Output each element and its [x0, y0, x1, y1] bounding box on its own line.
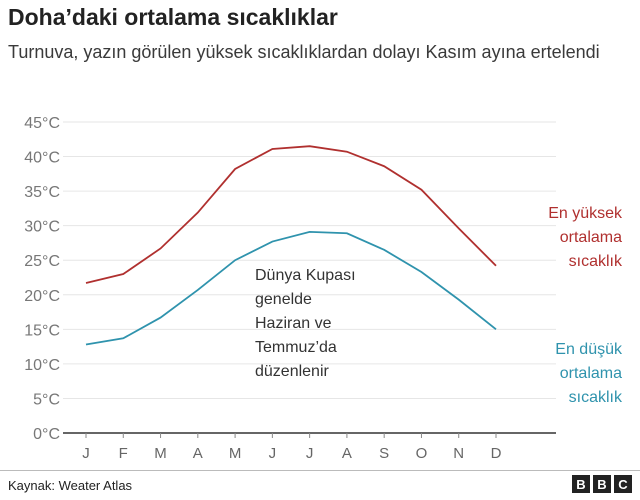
- y-tick-label: 25°C: [24, 253, 60, 270]
- x-tick-label: A: [193, 445, 203, 462]
- logo-letter: B: [593, 475, 611, 493]
- series-label: sıcaklık: [569, 389, 623, 406]
- x-tick-label: O: [416, 445, 428, 462]
- x-tick-label: D: [491, 445, 502, 462]
- chart-title: Doha’daki ortalama sıcaklıklar: [8, 4, 338, 30]
- logo-letter: B: [572, 475, 590, 493]
- chart-subtitle: Turnuva, yazın görülen yüksek sıcaklıkla…: [8, 42, 600, 62]
- y-tick-label: 45°C: [24, 115, 60, 132]
- annotation-text: Temmuz’da: [255, 339, 337, 356]
- annotation-text: genelde: [255, 291, 312, 308]
- x-tick-label: J: [82, 445, 90, 462]
- x-tick-label: F: [119, 445, 128, 462]
- series-line-low: [85, 230, 497, 346]
- series-label: En yüksek: [548, 205, 623, 222]
- x-tick-label: J: [269, 445, 277, 462]
- series-label: ortalama: [560, 365, 622, 382]
- series-line-high: [85, 145, 497, 284]
- series-label: sıcaklık: [569, 253, 623, 270]
- x-tick-label: S: [379, 445, 389, 462]
- x-tick-label: M: [229, 445, 242, 462]
- annotation-text: Haziran ve: [255, 315, 332, 332]
- y-tick-label: 20°C: [24, 288, 60, 305]
- logo-letter: C: [614, 475, 632, 493]
- y-tick-label: 40°C: [24, 150, 60, 167]
- x-tick-label: M: [154, 445, 167, 462]
- x-tick-label: A: [342, 445, 352, 462]
- series-label: En düşük: [555, 341, 623, 358]
- x-tick-label: J: [306, 445, 314, 462]
- y-tick-label: 5°C: [33, 391, 60, 408]
- y-tick-label: 30°C: [24, 219, 60, 236]
- bbc-logo: B B C: [572, 475, 632, 493]
- y-tick-label: 10°C: [24, 357, 60, 374]
- y-tick-label: 15°C: [24, 322, 60, 339]
- line-chart: 0°C 5°C 10°C 15°C 20°C 25°C 30°C 35°C 40°C 45°C J F…: [24, 115, 623, 462]
- x-tick-label: N: [453, 445, 464, 462]
- annotation-text: Dünya Kupası: [255, 267, 356, 284]
- y-tick-label: 35°C: [24, 184, 60, 201]
- footer-divider: [0, 470, 640, 471]
- y-tick-label: 0°C: [33, 426, 60, 443]
- series-label: ortalama: [560, 229, 622, 246]
- annotation-text: düzenlenir: [255, 363, 330, 380]
- source-note: Kaynak: Weater Atlas: [8, 478, 133, 493]
